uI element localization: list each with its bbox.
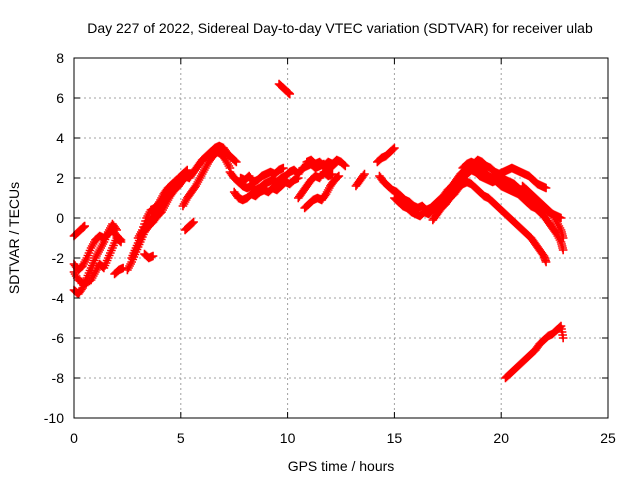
data-point (182, 165, 192, 175)
data-point (541, 257, 551, 267)
data-points (69, 79, 568, 383)
series-track-27 (501, 321, 568, 383)
series-track-09 (140, 249, 158, 263)
data-point (541, 183, 551, 193)
y-tick-label: -4 (52, 290, 65, 306)
y-tick-labels: -10 -8 -6 -4 -2 0 2 4 6 8 (44, 50, 64, 426)
x-tick-label: 5 (177, 430, 185, 446)
axis-ticks (73, 57, 609, 419)
series-track-04 (69, 233, 126, 289)
data-point (111, 224, 120, 233)
series-track-08 (133, 175, 181, 243)
y-tick-label: 4 (56, 130, 64, 146)
data-point (558, 245, 568, 255)
data-point (80, 221, 89, 231)
x-tick-label: 0 (70, 430, 78, 446)
y-axis-label: SDTVAR / TECUs (6, 182, 22, 294)
series-track-01 (69, 221, 89, 241)
x-tick-label: 25 (600, 430, 616, 446)
plot-frame (73, 57, 609, 419)
series-track-15 (236, 163, 288, 187)
y-tick-label: 2 (56, 170, 64, 186)
data-point (188, 218, 197, 228)
x-axis-label: GPS time / hours (288, 458, 395, 474)
y-tick-label: -8 (52, 370, 65, 386)
series-track-16 (274, 79, 295, 99)
y-tick-label: -10 (44, 410, 64, 426)
x-tick-label: 20 (493, 430, 509, 446)
series-track-14 (229, 173, 303, 205)
series-track-19 (302, 155, 350, 171)
series-track-21 (373, 143, 399, 167)
y-tick-label: 0 (56, 210, 64, 226)
y-tick-label: -2 (52, 250, 65, 266)
series-track-17 (293, 167, 337, 203)
data-point (116, 237, 126, 247)
y-tick-label: 6 (56, 90, 64, 106)
chart-title: Day 227 of 2022, Sidereal Day-to-day VTE… (87, 20, 593, 36)
series-track-20 (351, 169, 369, 191)
x-tick-label: 10 (280, 430, 296, 446)
data-point (189, 217, 198, 227)
data-point (360, 169, 369, 179)
y-tick-label: -6 (52, 330, 65, 346)
data-point (112, 225, 122, 235)
x-tick-label: 15 (387, 430, 403, 446)
data-point (558, 333, 568, 343)
data-point (558, 233, 568, 243)
grid-lines (74, 58, 608, 418)
y-tick-label: 8 (56, 50, 64, 66)
data-point (279, 163, 288, 173)
data-point (339, 160, 349, 170)
data-point (359, 171, 368, 180)
data-point (334, 171, 344, 181)
data-point (285, 89, 295, 99)
series-track-25 (458, 157, 568, 255)
series-track-18 (300, 171, 344, 213)
data-point (232, 157, 241, 167)
series-track-26 (518, 181, 568, 243)
data-point (389, 144, 398, 154)
data-point (230, 156, 240, 166)
series-track-12 (180, 217, 198, 235)
data-point (390, 143, 399, 153)
data-point (115, 236, 125, 246)
data-point (293, 173, 303, 183)
x-tick-labels: 0 5 10 15 20 25 (70, 430, 616, 446)
data-point (340, 161, 350, 171)
data-point (148, 251, 158, 261)
series-track-24 (428, 177, 551, 267)
data-point (333, 172, 343, 182)
data-point (328, 169, 337, 179)
series-track-05 (110, 263, 128, 279)
